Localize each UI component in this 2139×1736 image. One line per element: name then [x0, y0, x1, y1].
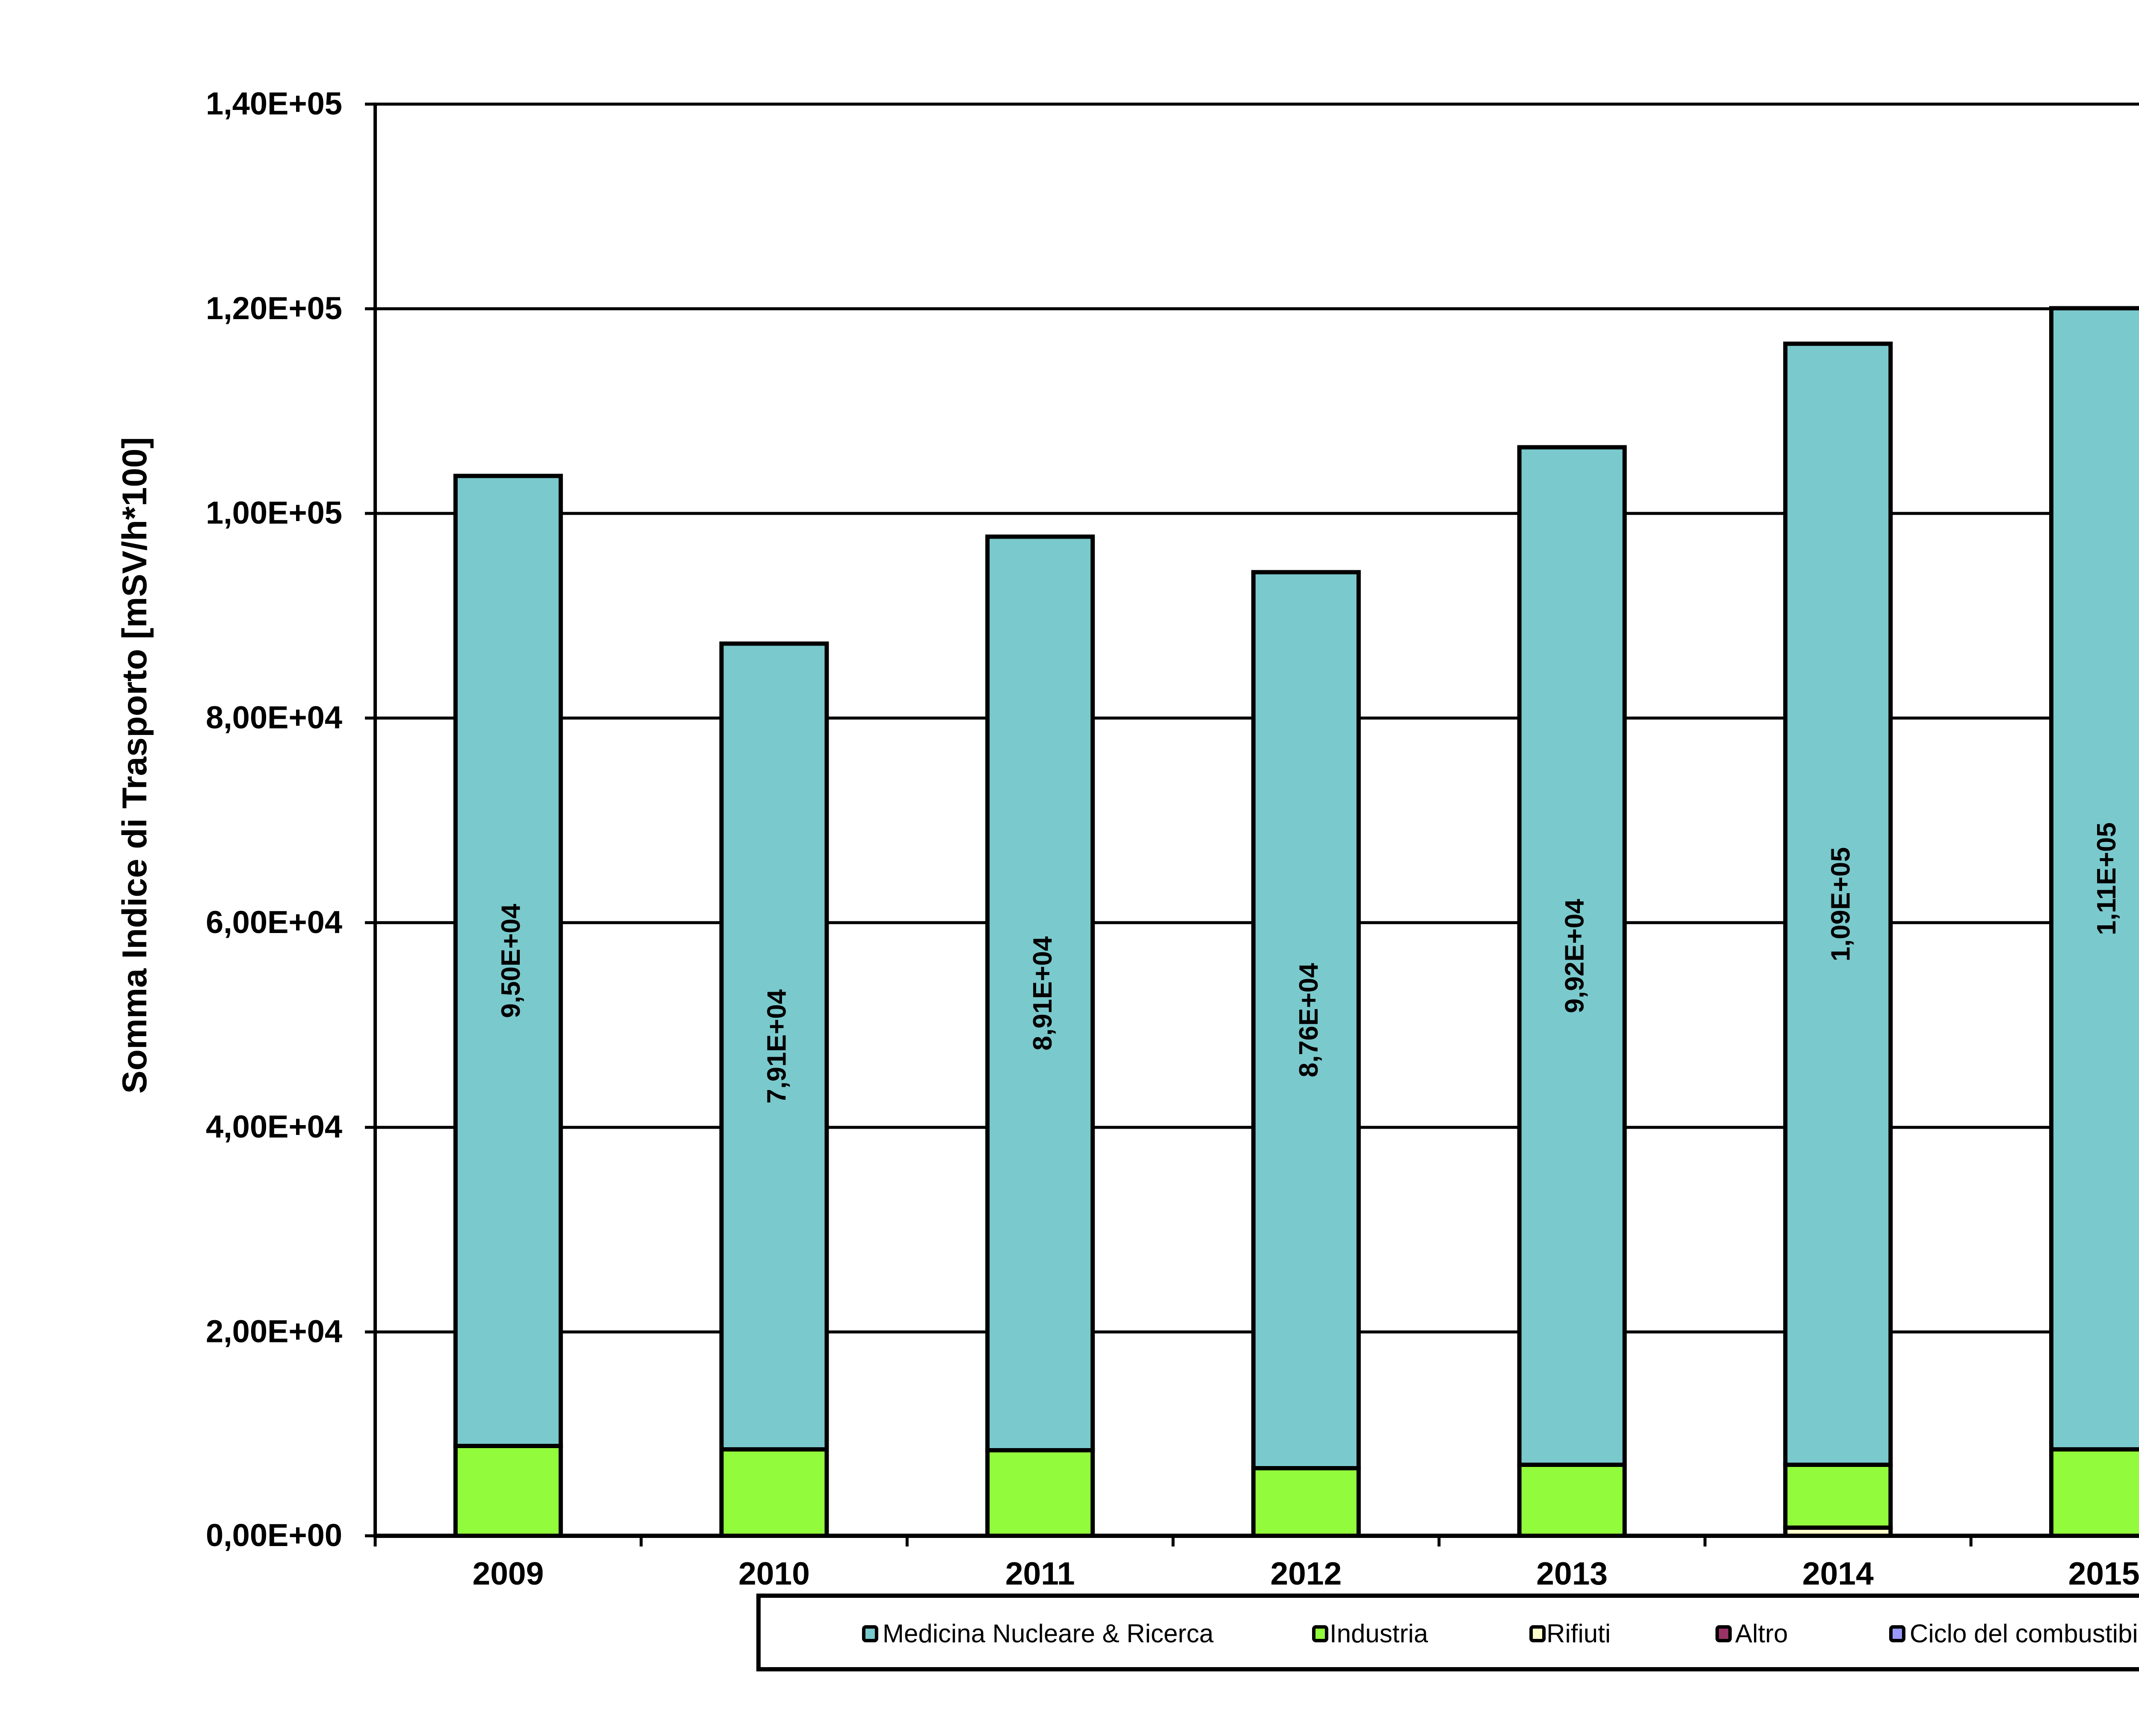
- svg-text:8,00E+04: 8,00E+04: [206, 700, 342, 735]
- svg-text:2,00E+04: 2,00E+04: [206, 1314, 342, 1349]
- svg-text:1,09E+05: 1,09E+05: [1826, 847, 1855, 961]
- svg-text:8,91E+04: 8,91E+04: [1028, 936, 1058, 1051]
- svg-text:2010: 2010: [738, 1555, 810, 1591]
- svg-text:2012: 2012: [1270, 1555, 1342, 1591]
- svg-text:Somma Indice di Trasporto [mSV: Somma Indice di Trasporto [mSV/h*100]: [116, 437, 154, 1094]
- svg-text:Medicina Nucleare & Ricerca: Medicina Nucleare & Ricerca: [883, 1619, 1214, 1648]
- svg-text:9,92E+04: 9,92E+04: [1560, 899, 1590, 1013]
- svg-text:2014: 2014: [1802, 1555, 1874, 1591]
- svg-text:Industria: Industria: [1330, 1619, 1428, 1648]
- svg-text:2011: 2011: [1005, 1555, 1075, 1591]
- svg-text:1,40E+05: 1,40E+05: [206, 86, 342, 121]
- svg-text:2013: 2013: [1536, 1555, 1608, 1591]
- svg-text:4,00E+04: 4,00E+04: [206, 1109, 342, 1144]
- svg-text:9,50E+04: 9,50E+04: [496, 904, 526, 1018]
- svg-text:1,11E+05: 1,11E+05: [2092, 822, 2121, 935]
- svg-text:1,00E+05: 1,00E+05: [206, 495, 342, 530]
- svg-text:6,00E+04: 6,00E+04: [206, 904, 342, 940]
- svg-text:Rifiuti: Rifiuti: [1546, 1619, 1611, 1648]
- svg-text:1,20E+05: 1,20E+05: [206, 290, 342, 326]
- svg-text:2009: 2009: [472, 1555, 544, 1591]
- svg-text:Ciclo del combustibile: Ciclo del combustibile: [1910, 1619, 2139, 1648]
- svg-text:2015: 2015: [2068, 1555, 2139, 1591]
- svg-text:0,00E+00: 0,00E+00: [206, 1517, 342, 1553]
- svg-text:8,76E+04: 8,76E+04: [1294, 963, 1324, 1078]
- svg-text:7,91E+04: 7,91E+04: [762, 989, 792, 1104]
- svg-text:Altro: Altro: [1735, 1619, 1788, 1648]
